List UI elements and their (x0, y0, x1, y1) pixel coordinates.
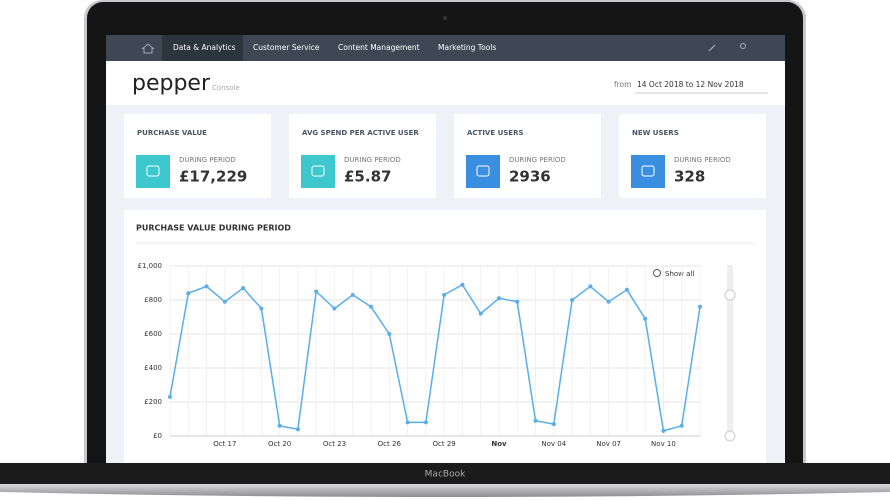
point[interactable] (624, 287, 629, 292)
point[interactable] (460, 282, 465, 287)
point[interactable] (314, 289, 319, 294)
y-tick-label: £0 (153, 432, 162, 440)
x-tick-label: Oct 23 (323, 440, 346, 448)
point[interactable] (222, 299, 227, 304)
card-label: DURING PERIOD (674, 156, 731, 164)
scroll-handle[interactable] (724, 289, 736, 301)
x-tick-label: Oct 17 (213, 440, 236, 448)
user-icon[interactable] (740, 43, 746, 49)
card-icon-glyph (311, 165, 325, 177)
card-label: DURING PERIOD (179, 156, 236, 164)
date-range[interactable]: 14 Oct 2018 to 12 Nov 2018 (637, 80, 744, 89)
card-title: ACTIVE USERS (467, 129, 524, 137)
nav: Data & Analytics Customer Service Content … (173, 43, 496, 52)
home-icon[interactable] (141, 43, 155, 54)
x-tick-label: Oct 26 (378, 440, 402, 448)
point[interactable] (204, 284, 209, 289)
card-icon-glyph (476, 165, 490, 177)
point[interactable] (241, 286, 246, 291)
card-title: NEW USERS (632, 129, 679, 137)
logo: pepper (132, 71, 211, 96)
y-tick-label: £200 (144, 398, 162, 406)
cards: PURCHASE VALUE DURING PERIOD £17,229 AVG SP… (124, 114, 766, 198)
x-tick-label: Nov 04 (541, 440, 566, 448)
line (169, 283, 701, 432)
card-icon (136, 155, 170, 188)
card-title: AVG SPEND PER ACTIVE USER (302, 129, 419, 137)
card-value: 328 (674, 168, 705, 186)
scroll-handle[interactable] (724, 430, 736, 442)
y-tick-label: £1,000 (138, 262, 163, 270)
point[interactable] (277, 423, 282, 428)
card-icon-glyph (146, 165, 160, 177)
x-tick-label: Nov 10 (651, 440, 676, 448)
show-all[interactable]: Show all (665, 270, 694, 278)
point[interactable] (168, 394, 172, 399)
point[interactable] (332, 306, 337, 311)
point[interactable] (478, 311, 483, 316)
card-value: 2936 (509, 168, 551, 186)
date-prefix: from (614, 80, 631, 89)
point[interactable] (405, 420, 410, 425)
point[interactable] (295, 427, 300, 432)
point[interactable] (643, 316, 648, 321)
point[interactable] (186, 291, 191, 296)
point[interactable] (515, 299, 520, 304)
point[interactable] (387, 332, 392, 336)
card-icon (301, 155, 335, 188)
point[interactable] (369, 304, 374, 309)
card-value: £5.87 (344, 168, 391, 186)
point[interactable] (496, 296, 501, 301)
point[interactable] (533, 418, 538, 423)
laptop-base (0, 484, 890, 497)
point[interactable] (423, 420, 428, 425)
point[interactable] (350, 292, 355, 297)
card-label: DURING PERIOD (509, 156, 566, 164)
x-tick-label: Nov 07 (596, 440, 621, 448)
card-value: £17,229 (179, 168, 247, 186)
card-icon (631, 155, 665, 188)
plot: £0 £200 £400 £600 £800 £1,000 Oct 17 Oct 20 Oct … (138, 262, 702, 448)
card-icon-glyph (641, 165, 655, 177)
zoom-icon[interactable] (653, 269, 661, 277)
point[interactable] (679, 423, 684, 428)
laptop-hinge (0, 463, 890, 484)
point[interactable] (551, 422, 556, 427)
point[interactable] (661, 428, 666, 433)
point[interactable] (588, 284, 593, 289)
card-title: PURCHASE VALUE (137, 129, 207, 137)
nav-item[interactable]: Marketing Tools (438, 43, 496, 52)
nav-item[interactable]: Content Management (338, 43, 420, 52)
settings-icon[interactable] (708, 44, 716, 52)
chart-title: PURCHASE VALUE DURING PERIOD (136, 224, 291, 233)
point[interactable] (442, 292, 447, 297)
x-tick-label: Oct 20 (268, 440, 291, 448)
nav-item[interactable]: Customer Service (253, 43, 320, 52)
camera (443, 16, 447, 20)
chart-panel (124, 210, 766, 463)
point[interactable] (259, 306, 264, 311)
brand: MacBook (425, 470, 466, 480)
nav-item[interactable]: Data & Analytics (173, 43, 236, 52)
active-tab[interactable] (162, 35, 243, 61)
point[interactable] (606, 299, 611, 304)
x-tick-label: Oct 29 (433, 440, 456, 448)
y-tick-label: £600 (144, 330, 162, 338)
y-tick-label: £800 (144, 296, 162, 304)
y-tick-label: £400 (144, 364, 162, 372)
x-tick-label: Nov (491, 440, 507, 448)
card-label: DURING PERIOD (344, 156, 401, 164)
card-icon (466, 155, 500, 188)
scrollbar[interactable] (727, 265, 733, 440)
point[interactable] (698, 304, 702, 309)
header (106, 61, 785, 105)
point[interactable] (570, 298, 575, 302)
logo-sub: Console (212, 84, 240, 92)
